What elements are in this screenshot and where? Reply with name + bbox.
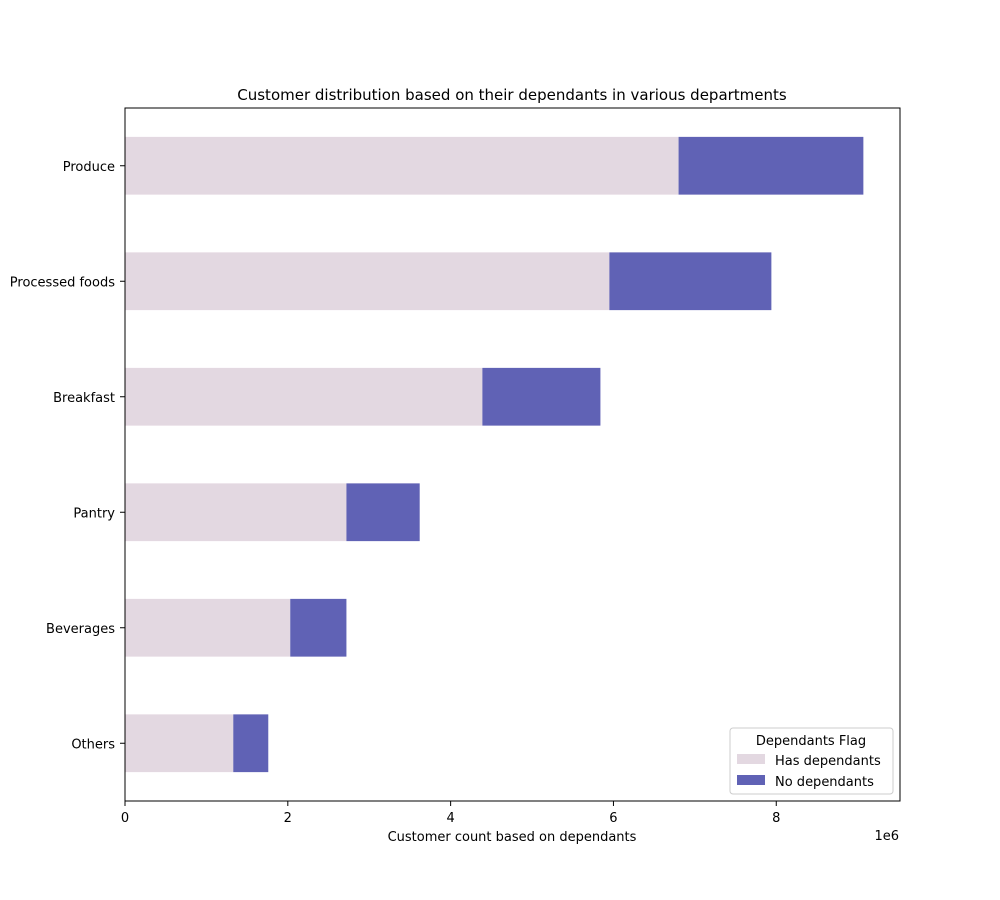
x-tick-label: 8 — [772, 811, 780, 826]
x-tick-label: 6 — [609, 811, 617, 826]
y-tick-label-pantry: Pantry — [73, 506, 115, 521]
bars-layer — [125, 136, 864, 773]
bar-breakfast-no-dependants — [482, 367, 601, 426]
x-axis: 0 2 4 6 8 — [121, 801, 780, 826]
bar-processed-foods-has-dependants — [125, 252, 610, 311]
y-tick-label-produce: Produce — [63, 160, 115, 175]
bar-beverages-no-dependants — [290, 598, 347, 657]
legend-title: Dependants Flag — [756, 734, 866, 749]
y-tick-label-processed-foods: Processed foods — [10, 275, 115, 290]
x-axis-label: Customer count based on dependants — [388, 830, 637, 845]
bar-pantry-has-dependants — [125, 483, 347, 542]
chart-title: Customer distribution based on their dep… — [237, 86, 787, 104]
legend-swatch-has-dependants — [737, 754, 765, 764]
bar-others-has-dependants — [125, 714, 234, 773]
y-axis: Produce Processed foods Breakfast Pantry Bev… — [10, 160, 125, 752]
bar-produce-has-dependants — [125, 136, 679, 195]
legend: Dependants Flag Has dependants No depend… — [729, 727, 894, 795]
y-tick-label-breakfast: Breakfast — [53, 391, 115, 406]
y-tick-label-beverages: Beverages — [46, 622, 115, 637]
x-tick-label: 4 — [446, 811, 454, 826]
legend-box — [729, 727, 894, 795]
x-tick-label: 0 — [121, 811, 129, 826]
legend-swatch-no-dependants — [737, 775, 765, 785]
bar-processed-foods-no-dependants — [609, 252, 772, 311]
legend-label-no-dependants: No dependants — [775, 775, 874, 790]
plot-frame — [124, 107, 901, 802]
x-axis-scale-label: 1e6 — [874, 829, 899, 844]
bar-pantry-no-dependants — [346, 483, 420, 542]
bar-others-no-dependants — [233, 714, 269, 773]
x-tick-label: 2 — [284, 811, 292, 826]
y-tick-label-others: Others — [71, 737, 115, 752]
bar-produce-no-dependants — [678, 136, 864, 195]
legend-label-has-dependants: Has dependants — [775, 754, 881, 769]
bar-beverages-has-dependants — [125, 598, 291, 657]
bar-breakfast-has-dependants — [125, 367, 483, 426]
